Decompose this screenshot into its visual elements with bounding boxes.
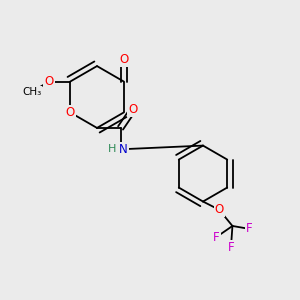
Text: CH₃: CH₃ (22, 87, 42, 97)
Text: O: O (119, 53, 128, 66)
Text: F: F (213, 231, 220, 244)
Text: O: O (128, 103, 137, 116)
Text: O: O (66, 106, 75, 119)
Text: N: N (119, 142, 128, 156)
Text: F: F (246, 222, 253, 236)
Text: F: F (228, 241, 234, 254)
Text: O: O (214, 203, 224, 216)
Text: H: H (107, 144, 116, 154)
Text: O: O (44, 75, 54, 88)
